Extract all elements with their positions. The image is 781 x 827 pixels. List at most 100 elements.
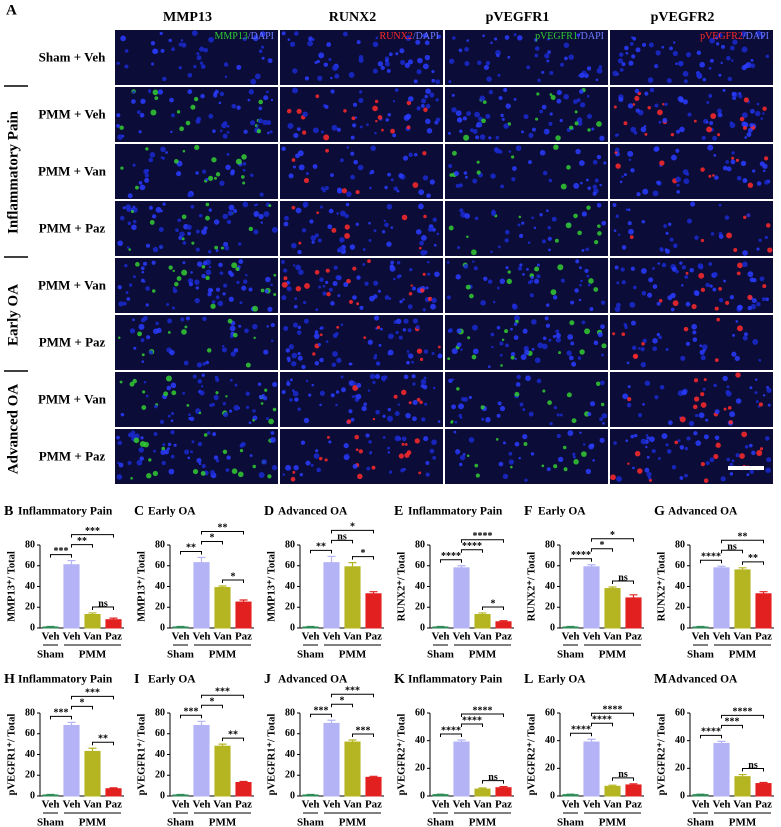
nucleus xyxy=(314,361,320,366)
nucleus xyxy=(365,433,370,438)
bar xyxy=(604,785,621,797)
nucleus xyxy=(612,203,617,207)
nucleus xyxy=(337,294,341,298)
nucleus xyxy=(731,156,735,160)
y-tick-label: 80 xyxy=(155,539,165,550)
nucleus xyxy=(402,155,409,161)
nucleus xyxy=(587,412,592,417)
nucleus xyxy=(169,97,174,103)
nucleus xyxy=(574,110,578,114)
nucleus xyxy=(705,282,710,288)
x-tick-label: Van xyxy=(603,631,622,643)
nucleus xyxy=(419,357,424,362)
y-tick-label: 0 xyxy=(30,790,35,801)
nucleus xyxy=(671,465,677,470)
nucleus xyxy=(702,77,707,82)
nucleus xyxy=(345,202,350,207)
nucleus xyxy=(469,293,474,299)
nucleus xyxy=(213,93,218,98)
nucleus xyxy=(652,284,658,289)
nucleus xyxy=(578,89,584,94)
nucleus xyxy=(423,107,428,113)
nucleus xyxy=(569,320,575,326)
nucleus xyxy=(735,372,741,378)
nucleus xyxy=(210,303,216,309)
nucleus xyxy=(124,49,129,53)
nucleus xyxy=(626,361,630,365)
nucleus xyxy=(116,435,120,440)
nucleus xyxy=(397,403,401,406)
row-label: PMM + Paz xyxy=(39,220,106,235)
nucleus xyxy=(708,174,712,178)
nucleus xyxy=(281,260,285,264)
significance-label: * xyxy=(340,696,345,707)
nucleus xyxy=(295,264,302,271)
nucleus xyxy=(242,201,249,208)
nucleus xyxy=(722,375,728,382)
nucleus xyxy=(346,278,351,284)
nucleus xyxy=(245,362,251,368)
nucleus xyxy=(191,440,195,444)
nucleus xyxy=(736,325,743,332)
nucleus xyxy=(498,95,503,101)
nucleus xyxy=(762,284,767,289)
nucleus xyxy=(369,186,372,190)
x-tick-label: Veh xyxy=(63,799,81,811)
nucleus xyxy=(405,35,412,41)
nucleus xyxy=(269,436,276,443)
nucleus xyxy=(143,441,149,448)
micrograph-bg xyxy=(115,429,278,484)
nucleus xyxy=(263,211,270,218)
nucleus xyxy=(458,413,462,418)
nucleus xyxy=(729,295,735,300)
y-tick-label: 20 xyxy=(25,770,35,781)
x-tick-label: Paz xyxy=(495,631,512,643)
x-tick-label: Paz xyxy=(625,631,642,643)
nucleus xyxy=(181,214,187,220)
y-tick-label: 40 xyxy=(285,749,295,760)
panel-letter: L xyxy=(524,672,533,687)
group-label: Sham xyxy=(557,817,584,827)
nucleus xyxy=(152,48,158,55)
nucleus xyxy=(614,306,621,312)
nucleus xyxy=(530,275,534,280)
nucleus xyxy=(369,295,375,302)
nucleus xyxy=(403,114,410,121)
y-tick-label: 60 xyxy=(25,728,35,739)
nucleus xyxy=(600,380,605,386)
nucleus xyxy=(243,129,248,134)
significance-label: **** xyxy=(701,727,721,738)
micrograph xyxy=(280,258,443,313)
nucleus xyxy=(151,62,155,66)
bar xyxy=(562,626,579,629)
nucleus xyxy=(437,353,443,359)
nucleus xyxy=(168,38,172,43)
nucleus xyxy=(295,153,300,159)
y-axis-label: RUNX2⁺/ Total xyxy=(656,552,667,622)
nucleus xyxy=(579,349,585,355)
nucleus xyxy=(592,184,597,189)
nucleus xyxy=(415,39,421,45)
nucleus xyxy=(547,400,552,405)
nucleus xyxy=(536,274,541,279)
row-label: Sham + Veh xyxy=(39,49,106,64)
nucleus xyxy=(678,97,685,103)
nucleus xyxy=(314,330,319,334)
nucleus xyxy=(513,98,517,101)
nucleus xyxy=(629,301,636,308)
nucleus xyxy=(576,33,580,37)
nucleus xyxy=(452,150,457,156)
nucleus xyxy=(594,239,599,245)
nucleus xyxy=(117,461,120,465)
nucleus xyxy=(314,269,320,275)
nucleus xyxy=(534,278,540,284)
stain-marker: RUNX2 xyxy=(380,31,413,42)
micrograph xyxy=(610,429,773,484)
nucleus xyxy=(595,78,599,82)
nucleus xyxy=(337,187,342,192)
nucleus xyxy=(731,59,734,62)
nucleus xyxy=(270,339,274,343)
nucleus xyxy=(351,395,355,399)
nucleus xyxy=(747,271,754,278)
nucleus xyxy=(765,54,770,59)
